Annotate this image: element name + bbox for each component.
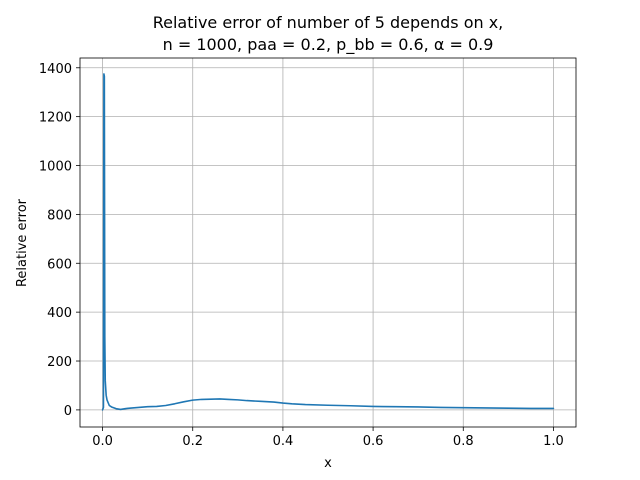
x-tick-label: 0.2 — [182, 434, 203, 449]
chart-title-line-1: Relative error of number of 5 depends on… — [153, 13, 504, 32]
y-tick-label: 1000 — [39, 160, 72, 175]
y-axis-label: Relative error — [15, 198, 30, 287]
grid-lines — [80, 58, 576, 427]
x-tick-label: 0.8 — [453, 434, 474, 449]
x-tick-label: 1.0 — [543, 434, 564, 449]
y-tick-label: 800 — [47, 208, 72, 223]
axis-ticks: 0.0 0.2 0.4 0.6 0.8 1.0 0 200 400 600 800 1000 1200 1… — [39, 62, 564, 449]
y-tick-label: 0 — [64, 404, 72, 419]
series-line — [101, 73, 555, 411]
y-tick-label: 400 — [47, 306, 72, 321]
x-tick-label: 0.0 — [92, 434, 113, 449]
x-tick-label: 0.6 — [363, 434, 384, 449]
y-tick-label: 1400 — [39, 62, 72, 77]
y-tick-label: 600 — [47, 257, 72, 272]
plot-area-frame — [79, 57, 577, 428]
y-tick-label: 200 — [47, 355, 72, 370]
chart-title-line-2: n = 1000, paa = 0.2, p_bb = 0.6, α = 0.9 — [163, 35, 494, 55]
series-layer — [101, 73, 555, 411]
x-axis-label: x — [324, 456, 332, 471]
y-tick-label: 1200 — [39, 111, 72, 126]
x-tick-label: 0.4 — [273, 434, 294, 449]
